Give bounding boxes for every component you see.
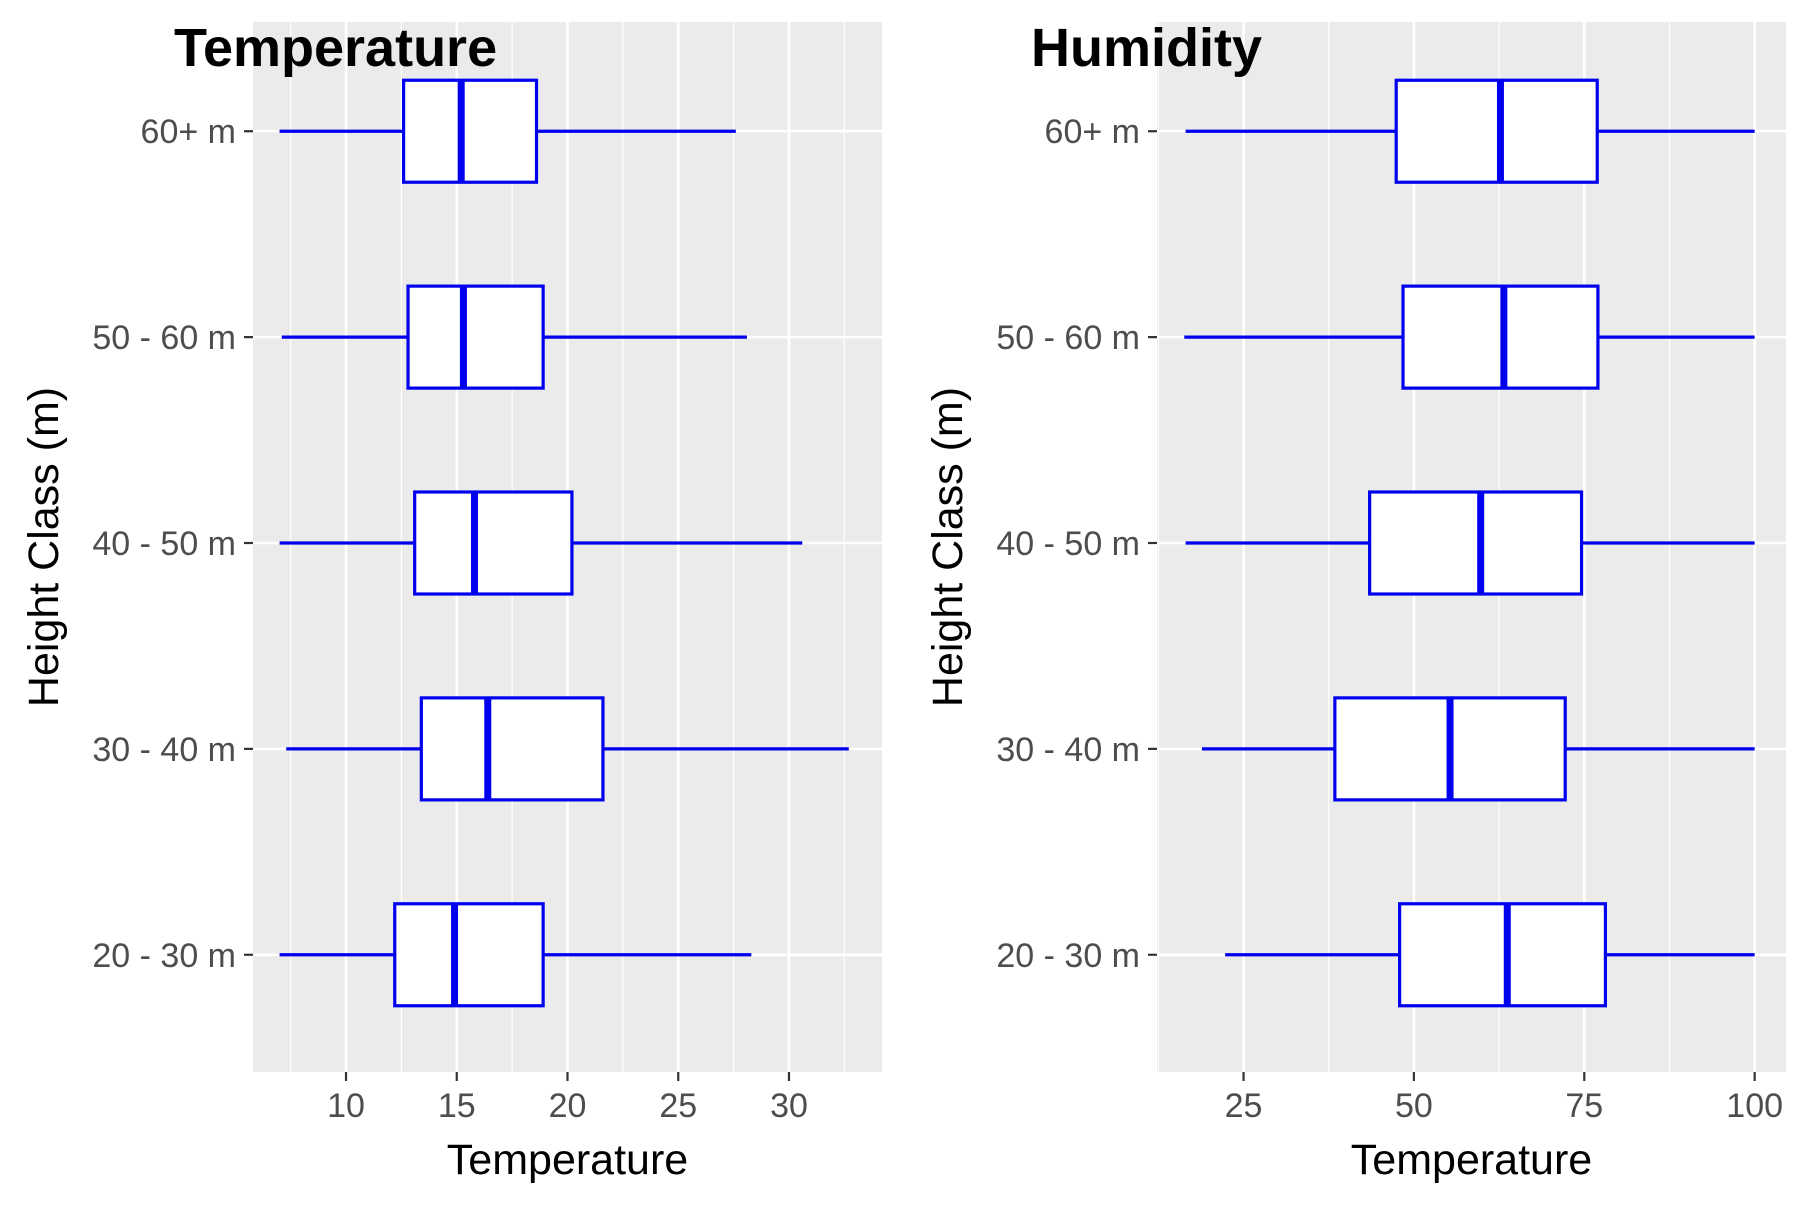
box-60-m	[1185, 78, 1755, 184]
x-tick-label: 30	[770, 1087, 808, 1125]
x-tick-label: 20	[549, 1087, 587, 1125]
box-iqr	[1398, 902, 1608, 1008]
x-tick-label: 75	[1565, 1087, 1603, 1125]
y-tick-label: 60+ m	[141, 113, 236, 151]
x-axis-title: Temperature	[447, 1136, 688, 1184]
x-axis-title: Temperature	[1351, 1136, 1592, 1184]
box-iqr	[419, 696, 605, 802]
box-iqr	[1394, 78, 1599, 184]
box-20-30-m	[279, 902, 752, 1008]
box-iqr	[413, 490, 574, 596]
panel-humidity: 20 - 30 m 30 - 40 m 40 - 50 m 50 - 60 m 60+ …	[924, 18, 1786, 1184]
box-40-50-m	[279, 490, 803, 596]
box-iqr	[1368, 490, 1584, 596]
panel-temperature: 20 - 30 m 30 - 40 m 40 - 50 m 50 - 60 m 60+ …	[20, 18, 882, 1184]
box-iqr	[402, 78, 539, 184]
box-60-m	[279, 78, 736, 184]
box-30-40-m	[286, 696, 849, 802]
y-tick-label: 20 - 30 m	[996, 937, 1140, 975]
y-tick-label: 60+ m	[1045, 113, 1140, 151]
panel-title: Humidity	[1031, 18, 1262, 78]
y-tick-label: 20 - 30 m	[92, 937, 236, 975]
x-tick-label: 50	[1395, 1087, 1433, 1125]
y-tick-label: 40 - 50 m	[996, 525, 1140, 563]
y-tick-label: 30 - 40 m	[92, 731, 236, 769]
box-iqr	[393, 902, 545, 1008]
y-axis-title: Height Class (m)	[924, 387, 972, 707]
y-axis-title: Height Class (m)	[20, 387, 68, 707]
box-30-40-m	[1201, 696, 1755, 802]
box-50-60-m	[1184, 284, 1755, 390]
box-iqr	[406, 284, 545, 390]
box-40-50-m	[1185, 490, 1755, 596]
x-tick-label: 15	[438, 1087, 476, 1125]
y-tick-label: 30 - 40 m	[996, 731, 1140, 769]
x-tick-label: 25	[659, 1087, 697, 1125]
x-tick-label: 10	[327, 1087, 365, 1125]
box-50-60-m	[281, 284, 747, 390]
y-tick-label: 40 - 50 m	[92, 525, 236, 563]
x-tick-label: 25	[1225, 1087, 1263, 1125]
y-tick-label: 50 - 60 m	[996, 319, 1140, 357]
panel-title: Temperature	[174, 18, 497, 78]
y-tick-label: 50 - 60 m	[92, 319, 236, 357]
x-tick-label: 100	[1726, 1087, 1783, 1125]
box-20-30-m	[1225, 902, 1755, 1008]
